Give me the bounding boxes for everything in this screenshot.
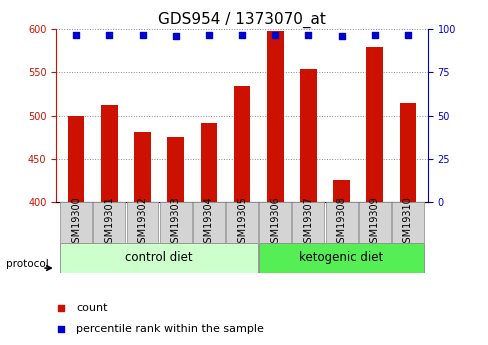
Bar (233, 86, 250, 202)
Bar (333, 180, 349, 202)
Bar (300, 69, 316, 202)
Text: GSM19300: GSM19300 (71, 196, 81, 249)
Text: GSM19302: GSM19302 (137, 196, 147, 249)
Text: control diet: control diet (125, 252, 193, 264)
Text: GSM19307: GSM19307 (303, 196, 313, 249)
Point (204, 32, 212, 37)
FancyBboxPatch shape (93, 202, 125, 243)
Point (366, 44, 373, 49)
FancyBboxPatch shape (259, 202, 290, 243)
Text: count: count (76, 303, 107, 313)
Point (138, 32, 146, 37)
Point (370, 32, 378, 37)
Text: GSM19306: GSM19306 (270, 196, 280, 249)
Bar (134, 132, 150, 202)
Text: GSM19308: GSM19308 (336, 196, 346, 249)
Bar (101, 105, 118, 202)
Point (72, 32, 80, 37)
Point (238, 32, 245, 37)
FancyBboxPatch shape (358, 202, 390, 243)
Point (105, 32, 113, 37)
FancyBboxPatch shape (391, 202, 423, 243)
Text: GSM19309: GSM19309 (369, 196, 379, 249)
FancyBboxPatch shape (259, 243, 423, 273)
Text: GSM19301: GSM19301 (104, 196, 114, 249)
Text: GSM19310: GSM19310 (402, 196, 412, 249)
FancyBboxPatch shape (60, 202, 92, 243)
FancyBboxPatch shape (126, 202, 158, 243)
Point (271, 32, 279, 37)
Point (366, 232, 373, 237)
Text: GSM19303: GSM19303 (170, 196, 181, 249)
FancyBboxPatch shape (160, 202, 191, 243)
FancyBboxPatch shape (292, 202, 324, 243)
Bar (167, 137, 183, 202)
Text: percentile rank within the sample: percentile rank within the sample (76, 324, 263, 334)
Bar (366, 47, 382, 202)
Text: protocol: protocol (6, 259, 48, 269)
Bar (200, 124, 217, 202)
Point (403, 32, 411, 37)
FancyBboxPatch shape (60, 243, 258, 273)
Text: GSM19305: GSM19305 (237, 196, 246, 249)
Text: ketogenic diet: ketogenic diet (299, 252, 383, 264)
Point (171, 33, 179, 39)
Bar (68, 116, 84, 202)
Text: GSM19304: GSM19304 (203, 196, 213, 249)
FancyBboxPatch shape (225, 202, 258, 243)
Title: GDS954 / 1373070_at: GDS954 / 1373070_at (158, 12, 325, 28)
Bar (399, 103, 415, 202)
Point (304, 32, 312, 37)
Point (337, 33, 345, 39)
Bar (266, 31, 283, 202)
FancyBboxPatch shape (193, 202, 224, 243)
FancyBboxPatch shape (325, 202, 357, 243)
